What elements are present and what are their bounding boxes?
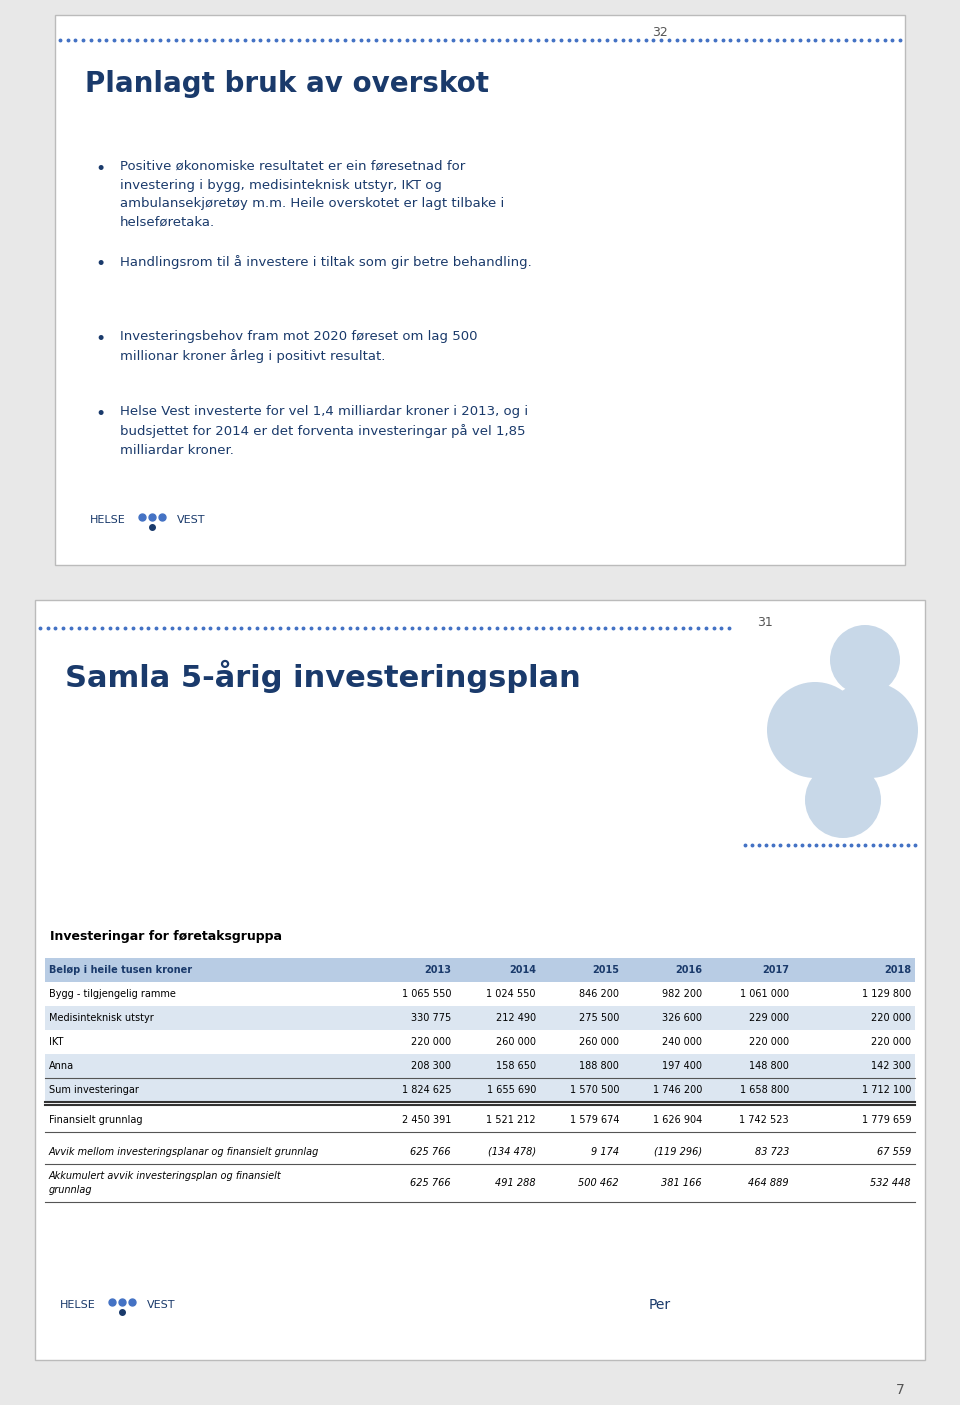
Text: 1 579 674: 1 579 674: [569, 1116, 619, 1125]
Text: Samla 5-årig investeringsplan: Samla 5-årig investeringsplan: [65, 660, 581, 693]
Text: 1 129 800: 1 129 800: [862, 989, 911, 999]
Text: Investeringsbehov fram mot 2020 føreset om lag 500
millionar kroner årleg i posi: Investeringsbehov fram mot 2020 føreset …: [120, 330, 477, 362]
Text: 220 000: 220 000: [411, 1037, 451, 1047]
Text: Sum investeringar: Sum investeringar: [49, 1085, 139, 1094]
Text: 240 000: 240 000: [662, 1037, 702, 1047]
Text: 1 746 200: 1 746 200: [653, 1085, 702, 1094]
Text: 148 800: 148 800: [749, 1061, 789, 1071]
Text: VEST: VEST: [147, 1300, 176, 1309]
Text: Positive økonomiske resultatet er ein føresetnad for
investering i bygg, medisin: Positive økonomiske resultatet er ein fø…: [120, 160, 504, 229]
Text: Avvik mellom investeringsplanar og finansielt grunnlag: Avvik mellom investeringsplanar og finan…: [49, 1146, 320, 1156]
FancyBboxPatch shape: [35, 600, 925, 1360]
Text: Investeringar for føretaksgruppa: Investeringar for føretaksgruppa: [50, 930, 282, 943]
Text: 2017: 2017: [762, 965, 789, 975]
Text: 260 000: 260 000: [579, 1037, 619, 1047]
Text: 9 174: 9 174: [590, 1146, 619, 1156]
Text: 625 766: 625 766: [410, 1177, 451, 1189]
Text: (119 296): (119 296): [654, 1146, 702, 1156]
Text: 142 300: 142 300: [871, 1061, 911, 1071]
Text: Helse Vest investerte for vel 1,4 milliardar kroner i 2013, og i
budsjettet for : Helse Vest investerte for vel 1,4 millia…: [120, 405, 528, 457]
FancyBboxPatch shape: [45, 1109, 915, 1132]
Text: 1 779 659: 1 779 659: [861, 1116, 911, 1125]
Text: 1 824 625: 1 824 625: [401, 1085, 451, 1094]
Text: 625 766: 625 766: [410, 1146, 451, 1156]
Text: 31: 31: [756, 615, 773, 628]
Text: 260 000: 260 000: [496, 1037, 536, 1047]
Text: 220 000: 220 000: [871, 1037, 911, 1047]
Text: 532 448: 532 448: [871, 1177, 911, 1189]
Circle shape: [822, 681, 918, 778]
Text: 500 462: 500 462: [578, 1177, 619, 1189]
Text: 1 742 523: 1 742 523: [739, 1116, 789, 1125]
Text: Per: Per: [649, 1298, 671, 1312]
Text: 2014: 2014: [509, 965, 536, 975]
Text: •: •: [95, 160, 106, 178]
Text: 67 559: 67 559: [876, 1146, 911, 1156]
Circle shape: [830, 625, 900, 695]
Circle shape: [805, 762, 881, 837]
FancyBboxPatch shape: [55, 15, 905, 565]
Text: 2015: 2015: [592, 965, 619, 975]
Text: •: •: [95, 405, 106, 423]
Text: 2 450 391: 2 450 391: [401, 1116, 451, 1125]
Text: 1 065 550: 1 065 550: [401, 989, 451, 999]
FancyBboxPatch shape: [45, 1163, 915, 1203]
Text: 1 658 800: 1 658 800: [740, 1085, 789, 1094]
Text: 7: 7: [896, 1383, 904, 1397]
FancyBboxPatch shape: [45, 1054, 915, 1078]
Circle shape: [767, 681, 863, 778]
Text: 330 775: 330 775: [411, 1013, 451, 1023]
Text: 1 626 904: 1 626 904: [653, 1116, 702, 1125]
Text: HELSE: HELSE: [90, 516, 126, 525]
Text: 1 061 000: 1 061 000: [740, 989, 789, 999]
Text: 1 712 100: 1 712 100: [862, 1085, 911, 1094]
FancyBboxPatch shape: [45, 982, 915, 1006]
Text: HELSE: HELSE: [60, 1300, 96, 1309]
Text: 381 166: 381 166: [661, 1177, 702, 1189]
Text: 1 570 500: 1 570 500: [569, 1085, 619, 1094]
Text: Beløp i heile tusen kroner: Beløp i heile tusen kroner: [49, 965, 192, 975]
Text: Handlingsrom til å investere i tiltak som gir betre behandling.: Handlingsrom til å investere i tiltak so…: [120, 254, 532, 268]
Text: 212 490: 212 490: [496, 1013, 536, 1023]
Text: 1 024 550: 1 024 550: [487, 989, 536, 999]
Text: 846 200: 846 200: [579, 989, 619, 999]
Text: 158 650: 158 650: [496, 1061, 536, 1071]
Text: 229 000: 229 000: [749, 1013, 789, 1023]
Text: 1 655 690: 1 655 690: [487, 1085, 536, 1094]
Text: IKT: IKT: [49, 1037, 63, 1047]
Text: 982 200: 982 200: [661, 989, 702, 999]
Text: Bygg - tilgjengelig ramme: Bygg - tilgjengelig ramme: [49, 989, 176, 999]
Text: 326 600: 326 600: [662, 1013, 702, 1023]
Text: 188 800: 188 800: [579, 1061, 619, 1071]
Text: 491 288: 491 288: [495, 1177, 536, 1189]
FancyBboxPatch shape: [45, 1030, 915, 1054]
FancyBboxPatch shape: [45, 1006, 915, 1030]
Text: Finansielt grunnlag: Finansielt grunnlag: [49, 1116, 142, 1125]
Text: •: •: [95, 254, 106, 273]
Text: Planlagt bruk av overskot: Planlagt bruk av overskot: [85, 70, 489, 98]
Text: Akkumulert avvik investeringsplan og finansielt
grunnlag: Akkumulert avvik investeringsplan og fin…: [49, 1172, 281, 1194]
Text: VEST: VEST: [177, 516, 205, 525]
Text: 464 889: 464 889: [749, 1177, 789, 1189]
Text: •: •: [95, 330, 106, 348]
Text: (134 478): (134 478): [488, 1146, 536, 1156]
Text: 275 500: 275 500: [579, 1013, 619, 1023]
Text: Anna: Anna: [49, 1061, 74, 1071]
Text: 208 300: 208 300: [411, 1061, 451, 1071]
Text: 32: 32: [652, 27, 668, 39]
Text: 83 723: 83 723: [755, 1146, 789, 1156]
Text: 197 400: 197 400: [662, 1061, 702, 1071]
FancyBboxPatch shape: [45, 1078, 915, 1102]
Text: 2016: 2016: [675, 965, 702, 975]
Text: 2013: 2013: [424, 965, 451, 975]
Text: 220 000: 220 000: [871, 1013, 911, 1023]
Text: 2018: 2018: [884, 965, 911, 975]
FancyBboxPatch shape: [45, 1139, 915, 1163]
FancyBboxPatch shape: [45, 958, 915, 982]
Text: 220 000: 220 000: [749, 1037, 789, 1047]
Text: 1 521 212: 1 521 212: [487, 1116, 536, 1125]
Text: Medisinteknisk utstyr: Medisinteknisk utstyr: [49, 1013, 154, 1023]
